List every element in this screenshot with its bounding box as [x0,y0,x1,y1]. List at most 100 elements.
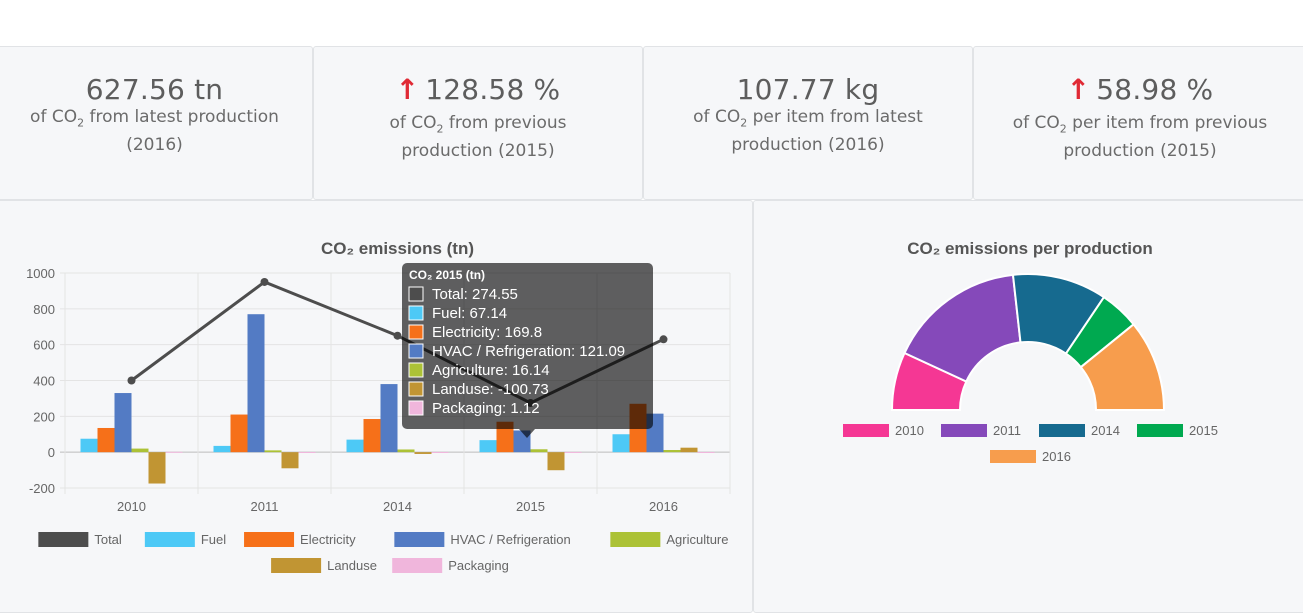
bar-fuel-2016 [612,434,630,453]
co2-emissions-per-production-chart[interactable]: CO₂ emissions per production 2010 2011 2014… [754,201,1303,614]
legend-swatch-packaging [392,558,443,573]
tooltip-swatch [408,381,424,397]
doughnut-chart-card: CO₂ emissions per production 2010 2011 2014… [753,200,1303,613]
x-tick-label: 2016 [649,499,678,514]
legend-label: 2011 [993,423,1021,438]
legend-swatch-fuel [144,532,195,547]
legend-label: Agriculture [666,532,728,547]
legend-label: Total [94,532,122,547]
y-tick-label: 200 [33,409,55,424]
chart-title: CO₂ emissions (tn) [321,239,474,258]
point-total-2011 [260,277,269,286]
point-total-2014 [393,331,402,340]
bar-agriculture-2015 [530,449,548,453]
stat-card-latest-co2: 627.56 tn of CO2 from latest production(… [0,46,313,200]
arrow-up-icon: ↑ [1066,73,1091,106]
tooltip: CO₂ 2015 (tn) Total: 274.55 Fuel: 67.14 Ele… [402,263,653,438]
tooltip-line: HVAC / Refrigeration: 121.09 [432,343,625,360]
tooltip-swatch [408,324,424,340]
legend-label: 2015 [1189,423,1218,438]
y-tick-label: 0 [48,445,55,460]
point-total-2016 [659,335,668,344]
y-tick-label: 1000 [26,266,55,281]
tooltip-caret [519,429,535,438]
stat-description: of CO2 from previous production (2015) [389,113,567,162]
tooltip-background [402,263,653,429]
bar-fuel-2014 [346,439,364,453]
bar-hvac-refrigeration-2011 [247,314,265,453]
bar-landuse-2010 [148,452,166,484]
segment-2016[interactable] [1079,322,1166,411]
x-tick-label: 2014 [383,499,412,514]
legend-swatch-agriculture [610,532,661,547]
legend-swatch-2010 [843,424,889,437]
x-tick-label: 2015 [516,499,545,514]
tooltip-line: Agriculture: 16.14 [432,362,550,379]
tooltip-swatch [408,286,424,302]
legend-label: Landuse [327,558,377,573]
legend-label: 2010 [895,423,924,438]
stat-card-previous-co2: ↑ 128.58 % of CO2 from previous production… [313,46,643,200]
bar-electricity-2011 [230,414,248,453]
x-tick-label: 2010 [117,499,146,514]
legend-swatch-hvac-refrigeration [394,532,445,547]
tooltip-line: Fuel: 67.14 [432,305,507,322]
bar-landuse-2014 [414,452,432,454]
y-tick-label: 400 [33,374,55,389]
tooltip-swatch [408,400,424,416]
y-tick-label: 600 [33,338,55,353]
chart-title: CO₂ emissions per production [907,239,1153,258]
legend-label: Fuel [201,532,226,547]
stat-value: ↑ 58.98 % [1066,73,1214,106]
y-tick-label: 800 [33,302,55,317]
tooltip-line: Total: 274.55 [432,286,518,303]
bar-chart-card: CO₂ emissions (tn) 1000 800 600 400 200 0 -200 2… [0,200,753,613]
stat-value: 107.77 kg [736,73,880,106]
legend-swatch-2011 [941,424,987,437]
co2-emissions-bar-chart[interactable]: CO₂ emissions (tn) 1000 800 600 400 200 0 -200 2… [0,201,754,614]
bar-electricity-2010 [97,427,115,453]
bar-landuse-2015 [547,452,565,471]
bar-agriculture-2014 [397,449,415,453]
bar-electricity-2014 [363,419,381,453]
bar-packaging-2015 [564,451,582,453]
bar-agriculture-2016 [663,450,681,453]
y-tick-label: -200 [29,481,55,496]
bar-packaging-2014 [431,451,449,453]
bar-electricity-2015 [496,421,514,453]
legend-label: Packaging [448,558,509,573]
legend-label: Electricity [300,532,356,547]
legend-swatch-total [38,532,89,547]
tooltip-title: CO₂ 2015 (tn) [409,268,485,282]
bar-hvac-refrigeration-2014 [380,384,398,453]
tooltip-line: Packaging: 1.12 [432,400,540,417]
bar-agriculture-2011 [264,450,282,453]
legend-label: 2014 [1091,423,1120,438]
bar-fuel-2015 [479,440,497,453]
stat-value: 627.56 tn [85,73,224,106]
tooltip-swatch [408,343,424,359]
legend-swatch-2015 [1137,424,1183,437]
bar-landuse-2016 [680,447,698,453]
bar-packaging-2016 [697,451,715,453]
bar-agriculture-2010 [131,448,149,453]
bar-packaging-2010 [165,451,183,453]
legend-label: HVAC / Refrigeration [450,532,570,547]
legend-swatch-landuse [271,558,322,573]
stat-card-latest-item-co2: 107.77 kg of CO2 per item from latest pro… [643,46,973,200]
tooltip-swatch [408,362,424,378]
legend-swatch-2014 [1039,424,1085,437]
bar-fuel-2010 [80,438,98,453]
bar-hvac-refrigeration-2010 [114,393,132,453]
x-tick-label: 2011 [251,499,279,514]
legend-swatch-2016 [990,450,1036,463]
stat-description: of CO2 per item from latest production (2… [693,107,923,156]
tooltip-line: Landuse: -100.73 [432,381,549,398]
arrow-up-icon: ↑ [395,73,420,106]
tooltip-swatch [408,305,424,321]
legend-label: 2016 [1042,449,1071,464]
legend-swatch-electricity [244,532,295,547]
stat-value: ↑ 128.58 % [395,73,561,106]
stat-description: of CO2 per item from previous production … [1012,113,1268,162]
bar-packaging-2011 [298,451,316,453]
